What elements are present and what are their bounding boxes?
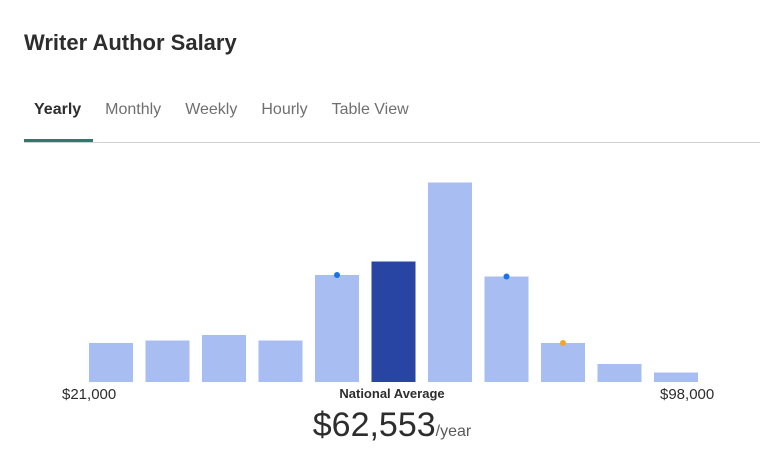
salary-histogram [89, 182, 698, 382]
bar-marker-dot [503, 273, 510, 280]
histogram-bar [371, 261, 416, 382]
histogram-bar [89, 343, 133, 382]
tab-weekly[interactable]: Weekly [185, 101, 238, 118]
histogram-bar [258, 340, 303, 382]
histogram-bar [654, 372, 698, 382]
tab-monthly[interactable]: Monthly [105, 101, 162, 118]
page-title: Writer Author Salary [24, 30, 237, 55]
period-tabs: Yearly Monthly Weekly Hourly Table View [24, 92, 760, 143]
national-average-value: $62,553/year [0, 406, 768, 445]
average-unit: /year [435, 423, 472, 440]
bar-marker-dot [560, 340, 566, 346]
max-salary-label: $98,000 [660, 386, 715, 403]
tab-hourly[interactable]: Hourly [261, 101, 308, 118]
tab-yearly[interactable]: Yearly [24, 92, 94, 142]
histogram-bar [145, 340, 190, 382]
histogram-bar [202, 335, 246, 382]
tab-table-view[interactable]: Table View [331, 101, 409, 118]
histogram-bar [597, 364, 642, 382]
min-salary-label: $21,000 [62, 386, 117, 403]
average-amount: $62,553 [312, 406, 436, 444]
histogram-bar [428, 182, 472, 382]
histogram-bar [484, 276, 529, 382]
national-average-label: National Average [339, 386, 445, 401]
histogram-bar [315, 275, 359, 382]
bar-marker-dot [334, 272, 340, 278]
histogram-bar [541, 343, 585, 382]
